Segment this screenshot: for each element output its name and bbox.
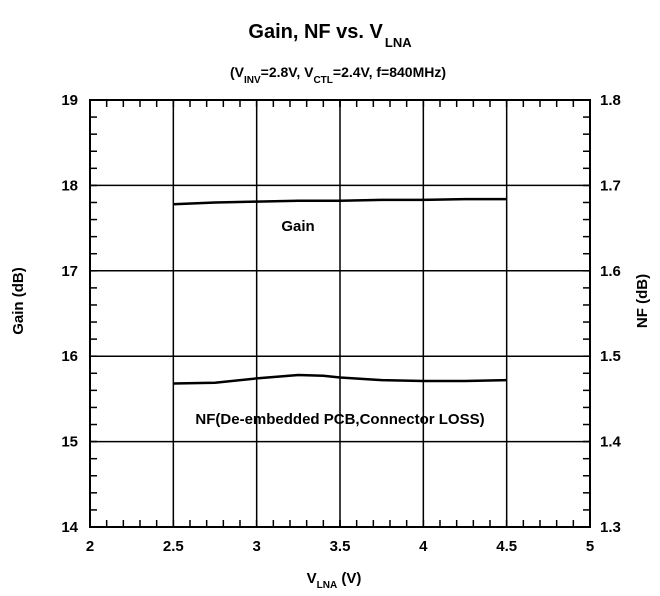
left-y-tick-label: 15 [61,434,78,451]
right-y-tick-label: 1.7 [600,177,621,194]
right-y-tick-label: 1.8 [600,92,621,109]
x-axis-label: VLNA (V) [307,570,362,591]
right-y-tick-label: 1.4 [600,434,622,451]
right-y-tick-label: 1.5 [600,348,621,365]
left-y-tick-label: 16 [61,348,78,365]
left-y-tick-label: 14 [61,519,78,536]
x-tick-label: 3.5 [330,538,351,555]
left-y-tick-label: 19 [61,92,78,109]
chart-subtitle: (VINV=2.8V, VCTL=2.4V, f=840MHz) [230,64,446,86]
x-tick-label: 2 [86,538,94,555]
nf-line [173,373,507,385]
chart-title: Gain, NF vs. V LNA [248,21,412,50]
x-tick-label: 3 [252,538,260,555]
x-tick-label: 5 [586,538,594,555]
plot-frame [89,99,591,528]
x-tick-label: 4 [419,538,428,555]
left-y-tick-label: 18 [61,177,78,194]
left-y-tick-labels: 14 15 16 17 18 19 [61,92,78,536]
nf-series-label: NF(De-embedded PCB,Connector LOSS) [195,411,484,428]
right-y-tick-label: 1.3 [600,519,621,536]
series-lines [173,197,507,385]
left-y-axis-label: Gain (dB) [10,267,27,335]
x-tick-label: 2.5 [163,538,184,555]
x-tick-label: 4.5 [496,538,517,555]
left-y-tick-label: 17 [61,263,78,280]
right-y-axis-label: NF (dB) [634,274,651,328]
grid-lines [90,100,590,527]
right-y-tick-label: 1.6 [600,263,621,280]
right-y-tick-labels: 1.3 1.4 1.5 1.6 1.7 1.8 [600,92,622,536]
gain-line [173,197,507,206]
x-tick-labels: 2 2.5 3 3.5 4 4.5 5 [86,538,594,555]
gain-series-label: Gain [281,218,314,235]
